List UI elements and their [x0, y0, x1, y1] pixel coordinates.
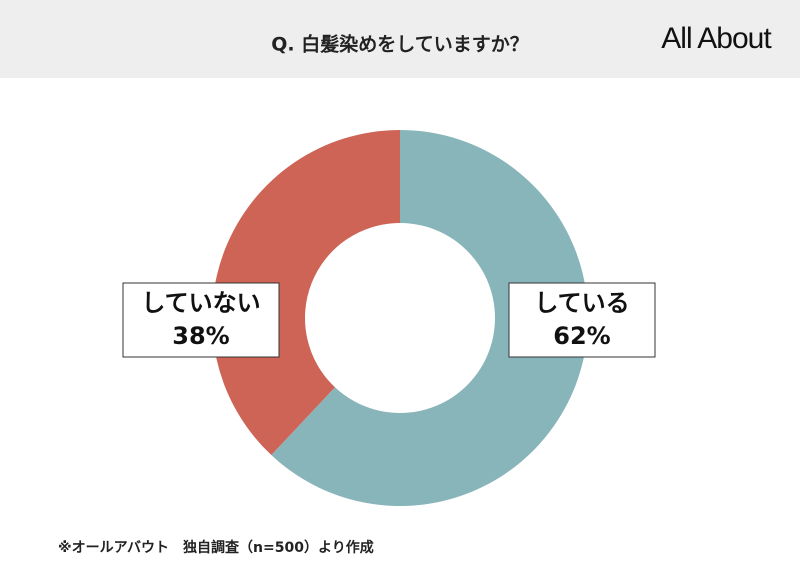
slice-label: している [534, 289, 629, 317]
header-band [0, 0, 800, 78]
label-box [122, 282, 280, 358]
donut-slice [211, 130, 400, 456]
logo: All About [661, 22, 772, 55]
label-box [508, 282, 656, 358]
footnote: ※オールアバウト 独自調査（n=500）より作成 [58, 539, 374, 556]
value-label: 38% [172, 322, 229, 350]
slice-label: していない [141, 289, 260, 317]
donut-slice [271, 130, 588, 506]
value-label: 62% [553, 322, 610, 350]
chart-title: Q. 白髪染めをしていますか？ [271, 33, 528, 56]
